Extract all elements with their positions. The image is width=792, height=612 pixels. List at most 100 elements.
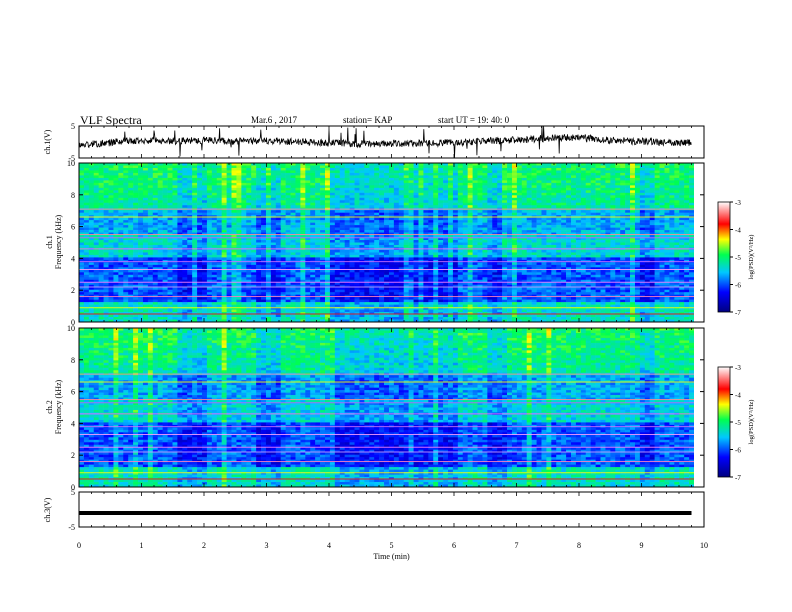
spectrogram-cell [443,272,449,276]
spectrogram-cell [448,172,454,176]
spectrogram-cell [329,210,336,213]
spectrogram-cell [231,167,237,171]
spectrogram-cell [329,220,336,223]
spectrogram-cell [384,307,390,310]
spectrogram-cell [457,217,464,221]
spectrogram-cell [103,297,109,300]
spectrogram-cell [197,237,203,241]
spectrogram-cell [211,302,218,305]
spectrogram-cell [128,165,134,169]
spectrogram-cell [157,165,163,169]
spectrogram-cell [167,262,173,266]
spectrogram-cell [310,287,316,290]
spectrogram-cell [443,222,449,226]
spectrogram-cell [403,165,409,169]
spectrogram-cell [206,195,213,199]
spectrogram-cell [334,227,341,231]
spectrogram-cell [216,242,222,246]
spectrogram-cell [157,269,163,273]
spectrogram-cell [142,284,149,288]
spectrogram-cell [246,232,252,236]
spectrogram-cell [133,319,139,323]
spectrogram-cell [216,302,222,305]
spectrogram-cell [192,292,198,295]
spectrogram-cell [374,185,380,189]
spectrogram-cell [192,167,198,171]
spectrogram-cell [329,312,336,315]
spectrogram-cell [98,257,104,261]
spectrogram-cell [334,307,341,310]
spectrogram-cell [118,254,124,258]
spectrogram-cell [418,192,424,196]
spectrogram-cell [167,244,173,248]
spectrogram-cell [93,254,99,258]
spectrogram-cell [403,177,409,181]
spectrogram-cell [443,282,449,286]
spectrogram-cell [261,277,267,281]
spectrogram-cell [428,249,434,253]
spectrogram-cell [192,297,198,300]
spectrogram-cell [197,269,203,273]
spectrogram-cell [157,257,163,261]
spectrogram-cell [182,232,188,236]
spectrogram-cell [428,242,434,246]
spectrogram-cell [98,309,104,313]
spectrogram-cell [113,240,119,243]
spectrogram-cell [241,287,247,290]
spectrogram-cell [393,279,400,283]
spectrogram-cell [315,163,321,166]
spectrogram-cell [275,217,282,221]
spectrogram-cell [359,212,365,216]
spectrogram-cell [428,262,434,266]
spectrogram-cell [256,289,262,293]
spectrogram-cell [369,262,375,266]
spectrogram-cell [388,254,395,258]
spectrogram-cell [359,217,365,221]
spectrogram-cell [261,210,267,213]
spectrogram-cell [231,230,237,233]
spectrogram-cell [438,292,444,295]
spectrogram-cell [79,262,85,266]
spectrogram-cell [354,277,360,281]
spectrogram-cell [374,177,380,181]
spectrogram-cell [413,165,419,169]
spectrogram-cell [433,299,439,303]
spectrogram-cell [241,212,247,216]
spectrogram-cell [256,282,262,286]
spectrogram-cell [413,202,419,206]
spectrogram-cell [285,195,291,199]
spectrogram-cell [79,202,85,206]
spectrogram-cell [280,185,286,189]
spectrogram-cell [118,212,124,216]
spectrogram-cell [202,274,208,278]
spectrogram-cell [374,249,380,253]
spectrogram-cell [418,217,424,221]
spectrogram-cell [167,202,173,206]
spectrogram-cell [423,167,429,171]
spectrogram-cell [418,279,424,283]
spectrogram-cell [128,252,134,256]
spectrogram-cell [216,235,222,238]
spectrogram-cell [433,264,439,268]
spectrogram-cell [79,297,85,300]
spectrogram-cell [147,289,154,293]
spectrogram-cell [79,277,85,281]
spectrogram-cell [443,302,449,305]
spectrogram-cell [226,237,232,241]
spectrogram-cell [197,249,203,253]
spectrogram-cell [433,277,439,281]
spectrogram-cell [428,302,434,305]
spectrogram-cell [221,170,227,174]
spectrogram-cell [177,242,183,246]
spectrogram-cell [443,289,449,293]
spectrogram-cell [452,249,459,253]
spectrogram-cell [211,195,218,199]
spectrogram-cell [103,217,109,221]
spectrogram-cell [433,307,439,310]
spectrogram-cell [172,172,178,176]
spectrogram-cell [438,319,444,323]
spectrogram-cell [192,182,198,186]
spectrogram-cell [133,235,139,238]
spectrogram-cell [147,244,154,248]
spectrogram-cell [448,309,454,313]
